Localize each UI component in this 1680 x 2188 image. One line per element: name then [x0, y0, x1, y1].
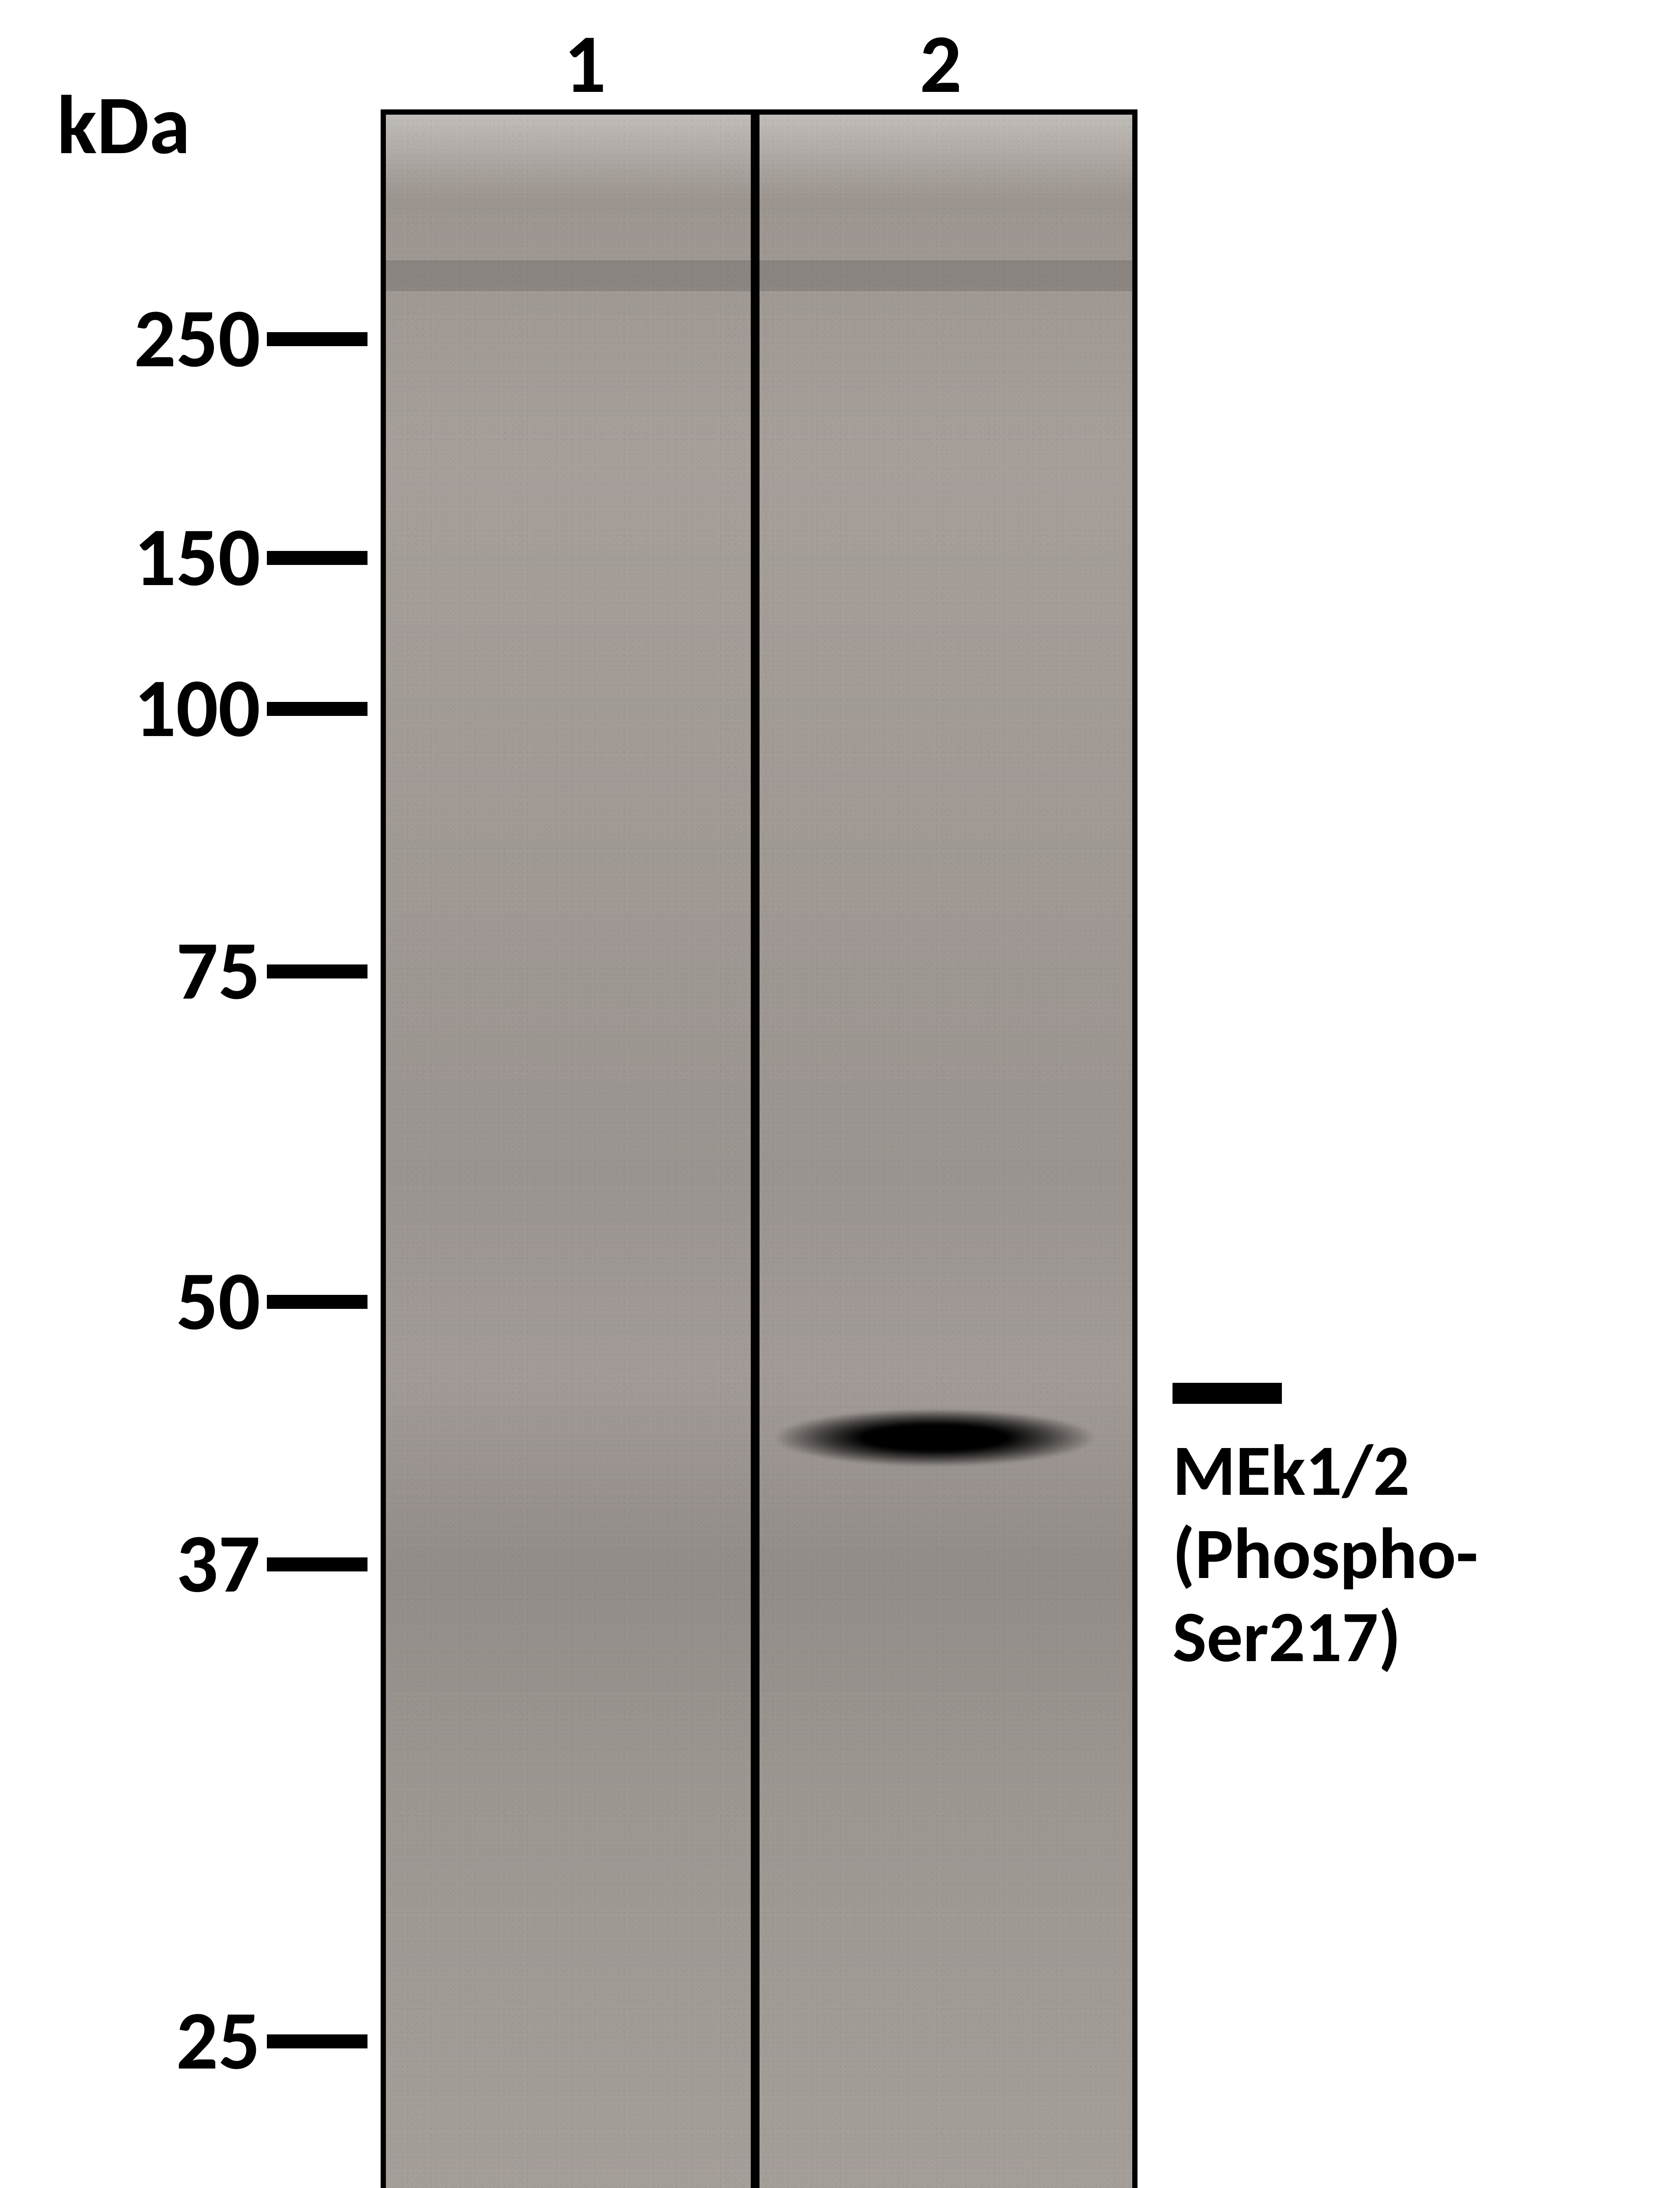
lane-label-2: 2 [888, 13, 993, 115]
darker-top-stripe [386, 260, 1132, 291]
axis-unit-label: kDa [57, 74, 190, 176]
marker-tick [267, 964, 368, 978]
protein-band [774, 1402, 1095, 1474]
page: kDa 250 150 100 75 50 37 25 20 15 1 2 ME… [0, 0, 1680, 2188]
lane-label-1: 1 [532, 13, 637, 115]
marker-tick [267, 1557, 368, 1571]
target-indicator-tick [1172, 1383, 1282, 1404]
marker-label: 75 [0, 920, 260, 1021]
marker-label: 150 [0, 506, 260, 608]
marker-tick [267, 551, 368, 565]
target-label-line-1: MEk1/2 [1172, 1427, 1410, 1515]
marker-label: 100 [0, 657, 260, 759]
marker-tick [267, 702, 368, 716]
marker-label: 50 [0, 1250, 260, 1352]
marker-label: 250 [0, 288, 260, 389]
lane-divider [751, 115, 760, 2188]
blot-membrane [381, 109, 1138, 2188]
marker-tick [267, 1295, 368, 1309]
target-label-line-3: Ser217) [1172, 1593, 1401, 1681]
marker-tick [267, 332, 368, 346]
marker-tick [267, 2034, 368, 2048]
target-label-line-2: (Phospho- [1172, 1510, 1478, 1598]
marker-label: 25 [0, 1990, 260, 2091]
marker-label: 37 [0, 1513, 260, 1614]
